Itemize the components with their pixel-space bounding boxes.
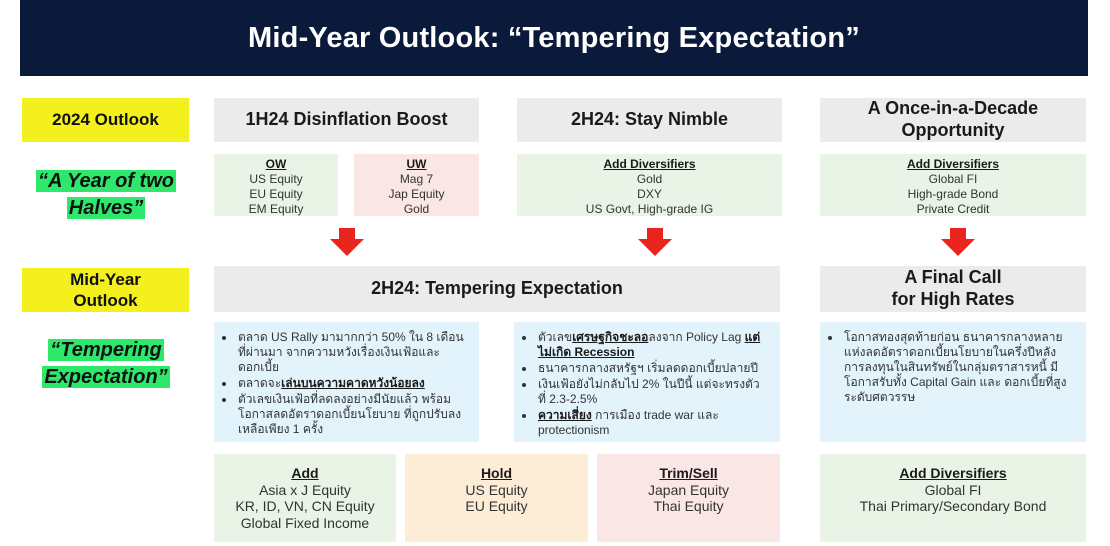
- box-diversifiers-3: Add Diversifiers Global FI Thai Primary/…: [820, 454, 1086, 542]
- bullet-item: ตลาดจะเล่นบนความคาดหวังน้อยลง: [236, 376, 465, 391]
- bullet-text: ลงจาก Policy Lag: [648, 330, 745, 344]
- down-arrow-icon: [638, 228, 672, 256]
- banner-edge: [1076, 0, 1079, 22]
- header-final-call: A Final Call for High Rates: [820, 266, 1086, 312]
- list-item: Mag 7: [399, 172, 434, 186]
- box-diversifiers-2-head: Add Diversifiers: [906, 157, 1000, 171]
- list-item: Thai Primary/Secondary Bond: [859, 498, 1047, 514]
- bullets-final-call: โอกาสทองสุดท้ายก่อน ธนาคารกลางหลายแห่งลด…: [820, 322, 1086, 442]
- box-add-head: Add: [291, 465, 319, 481]
- box-uw: UW Mag 7 Jap Equity Gold: [354, 154, 479, 216]
- header-once-line2: Opportunity: [901, 120, 1005, 140]
- list-item: Global FI: [928, 172, 978, 186]
- down-arrow-icon: [330, 228, 364, 256]
- box-diversifiers-1: Add Diversifiers Gold DXY US Govt, High-…: [517, 154, 782, 216]
- list-item: Asia x J Equity: [259, 481, 351, 498]
- quote-year-of-two-halves: “A Year of two Halves”: [20, 168, 192, 222]
- quote-tempering-expectation: “Tempering Expectation”: [30, 337, 182, 391]
- down-arrow-icon: [941, 228, 975, 256]
- header-1h24-label: 1H24 Disinflation Boost: [245, 109, 448, 130]
- bullet-text: ธนาคารกลางสหรัฐฯ เริ่มลดดอกเบี้ยปลายปี: [538, 361, 759, 375]
- header-final-line1: A Final Call: [904, 267, 1002, 288]
- box-ow: OW US Equity EU Equity EM Equity: [214, 154, 338, 216]
- list-item: High-grade Bond: [907, 187, 999, 201]
- bullet-item: ตลาด US Rally มามากกว่า 50% ใน 8 เดือนที…: [236, 330, 465, 375]
- bullet-text: การเมือง trade war และ protectionism: [538, 408, 719, 437]
- box-diversifiers-1-head: Add Diversifiers: [603, 157, 696, 171]
- list-item: EU Equity: [465, 498, 528, 514]
- list-item: EU Equity: [249, 187, 303, 201]
- list-item: KR, ID, VN, CN Equity: [235, 498, 375, 514]
- box-ow-head: OW: [265, 157, 287, 171]
- header-2h24-tempering: 2H24: Tempering Expectation: [214, 266, 780, 312]
- bullets-economy: ตัวเลขเศรษฐกิจชะลอลงจาก Policy Lag แต่ไม…: [514, 322, 780, 442]
- bullet-item: ความเสี่ยง การเมือง trade war และ protec…: [536, 408, 766, 438]
- bullet-text: ตลาด US Rally มามากกว่า 50% ใน 8 เดือนที…: [238, 330, 464, 374]
- bullet-text: โอกาสทองสุดท้ายก่อน ธนาคารกลางหลายแห่งลด…: [844, 330, 1067, 404]
- list-item: Private Credit: [916, 202, 990, 216]
- header-once-in-decade: A Once-in-a-Decade Opportunity: [820, 98, 1086, 142]
- bullet-emphasis: แต่ไม่เกิด Recession: [538, 330, 761, 359]
- header-final-line2: for High Rates: [891, 289, 1015, 309]
- bullet-text: เงินเฟ้อยังไม่กลับไป 2% ในปีนี้ แต่จะทรง…: [538, 377, 760, 406]
- bullet-emphasis: ความเสี่ยง: [538, 408, 592, 422]
- list-item: Gold: [403, 202, 430, 216]
- bullet-emphasis: เศรษฐกิจชะลอ: [572, 330, 649, 344]
- header-2h24-nimble-label: 2H24: Stay Nimble: [570, 109, 729, 130]
- list-item: EM Equity: [248, 202, 304, 216]
- bullet-text: ตัวเลข: [538, 330, 573, 344]
- box-diversifiers-2: Add Diversifiers Global FI High-grade Bo…: [820, 154, 1086, 216]
- title-banner: Mid-Year Outlook: “Tempering Expectation…: [20, 0, 1088, 76]
- tag-2024-outlook: 2024 Outlook: [22, 98, 189, 142]
- list-item: US Govt, High-grade IG: [585, 202, 714, 216]
- page-title: Mid-Year Outlook: “Tempering Expectation…: [248, 21, 860, 54]
- list-item: US Equity: [465, 481, 528, 498]
- box-uw-head: UW: [406, 157, 427, 171]
- box-trim-sell: Trim/Sell Japan Equity Thai Equity: [597, 454, 780, 542]
- bullet-text: ตัวเลขเงินเฟ้อที่ลดลงอย่างมีนัยแล้ว พร้อ…: [238, 392, 462, 436]
- tag-midyear-line2: Outlook: [73, 291, 138, 310]
- quote-1-line1: “A Year of two: [36, 170, 176, 192]
- box-hold: Hold US Equity EU Equity: [405, 454, 588, 542]
- bullet-item: ตัวเลขเงินเฟ้อที่ลดลงอย่างมีนัยแล้ว พร้อ…: [236, 392, 465, 437]
- bullet-item: ธนาคารกลางสหรัฐฯ เริ่มลดดอกเบี้ยปลายปี: [536, 361, 766, 376]
- tag-2024-outlook-label: 2024 Outlook: [52, 110, 159, 130]
- box-add: Add Asia x J Equity KR, ID, VN, CN Equit…: [214, 454, 396, 542]
- header-once-line1: A Once-in-a-Decade: [867, 98, 1039, 119]
- quote-2-line2: Expectation”: [42, 366, 170, 388]
- box-diversifiers-3-head: Add Diversifiers: [899, 465, 1007, 481]
- quote-1-line2: Halves”: [66, 197, 146, 219]
- list-item: US Equity: [249, 172, 303, 186]
- box-trim-sell-head: Trim/Sell: [659, 465, 718, 481]
- list-item: Global FI: [924, 481, 982, 498]
- list-item: DXY: [637, 187, 662, 201]
- box-hold-head: Hold: [480, 465, 513, 481]
- bullet-text: ตลาดจะ: [238, 376, 282, 390]
- list-item: Japan Equity: [648, 481, 729, 498]
- bullet-item: เงินเฟ้อยังไม่กลับไป 2% ในปีนี้ แต่จะทรง…: [536, 377, 766, 407]
- bullet-emphasis: เล่นบนความคาดหวังน้อยลง: [281, 376, 425, 390]
- header-2h24-nimble: 2H24: Stay Nimble: [517, 98, 782, 142]
- header-1h24: 1H24 Disinflation Boost: [214, 98, 479, 142]
- list-item: Thai Equity: [653, 498, 724, 514]
- list-item: Jap Equity: [388, 187, 445, 201]
- list-item: Gold: [636, 172, 663, 186]
- tag-midyear-line1: Mid-Year: [70, 269, 141, 289]
- bullet-item: ตัวเลขเศรษฐกิจชะลอลงจาก Policy Lag แต่ไม…: [536, 330, 766, 360]
- bullets-market: ตลาด US Rally มามากกว่า 50% ใน 8 เดือนที…: [214, 322, 479, 442]
- bullet-item: โอกาสทองสุดท้ายก่อน ธนาคารกลางหลายแห่งลด…: [842, 330, 1072, 405]
- tag-midyear-outlook: Mid-Year Outlook: [22, 268, 189, 312]
- header-2h24-tempering-label: 2H24: Tempering Expectation: [371, 278, 623, 299]
- list-item: Global Fixed Income: [240, 514, 370, 531]
- quote-2-line1: “Tempering: [48, 339, 164, 361]
